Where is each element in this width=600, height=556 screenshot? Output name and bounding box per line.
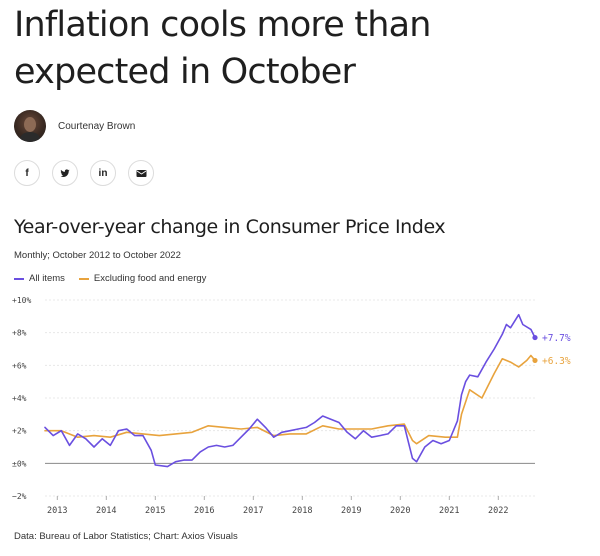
x-tick-label: 2013	[47, 506, 67, 516]
y-tick-label: +4%	[12, 394, 27, 403]
chart-title: Year-over-year change in Consumer Price …	[14, 216, 446, 238]
legend-swatch-core	[78, 277, 89, 280]
email-share-button[interactable]	[128, 160, 154, 186]
x-tick-label: 2014	[96, 506, 116, 516]
facebook-share-button[interactable]: f	[14, 160, 40, 186]
legend-item-all-items: All items	[14, 273, 65, 284]
chart-legend: All items Excluding food and energy	[14, 273, 206, 284]
y-tick-label: −2%	[12, 492, 27, 501]
share-buttons: f in	[14, 160, 154, 186]
email-icon	[136, 169, 146, 177]
cpi-line-chart: −2% ±0% +2% +4% +6% +8% +10% 2013 2014 2015 2016 20…	[12, 296, 571, 516]
linkedin-icon: in	[98, 167, 108, 179]
y-tick-label: +10%	[12, 296, 31, 305]
y-tick-label: ±0%	[12, 459, 27, 468]
series-end-point	[532, 334, 538, 341]
legend-label-core: Excluding food and energy	[93, 273, 207, 284]
twitter-icon	[60, 168, 70, 177]
byline: Courtenay Brown	[14, 110, 135, 142]
x-tick-label: 2017	[243, 506, 263, 516]
x-tick-label: 2018	[292, 506, 312, 516]
linkedin-share-button[interactable]: in	[90, 160, 116, 186]
article-headline: Inflation cools more than expected in Oc…	[14, 5, 431, 92]
series-end-label: +6.3%	[542, 356, 571, 367]
y-tick-label: +6%	[12, 361, 27, 370]
legend-swatch-all-items	[14, 277, 24, 280]
twitter-share-button[interactable]	[52, 160, 78, 186]
author-name[interactable]: Courtenay Brown	[58, 120, 136, 132]
x-tick-label: 2020	[390, 506, 410, 516]
legend-label-all-items: All items	[29, 273, 65, 284]
x-tick-label: 2021	[439, 506, 459, 516]
x-tick-label: 2019	[341, 506, 361, 516]
x-tick-label: 2015	[145, 506, 165, 516]
y-tick-label: +2%	[12, 427, 27, 436]
legend-item-core: Excluding food and energy	[78, 273, 207, 284]
y-tick-label: +8%	[12, 329, 27, 338]
series-line	[44, 354, 536, 445]
series-end-point	[532, 357, 538, 364]
series-line	[44, 313, 536, 468]
author-avatar[interactable]	[14, 110, 46, 142]
x-tick-label: 2022	[488, 506, 508, 516]
x-tick-label: 2016	[194, 506, 214, 516]
facebook-icon: f	[25, 167, 29, 179]
chart-subtitle: Monthly; October 2012 to October 2022	[14, 250, 181, 261]
series-end-label: +7.7%	[542, 333, 571, 344]
chart-source: Data: Bureau of Labor Statistics; Chart:…	[14, 531, 238, 542]
